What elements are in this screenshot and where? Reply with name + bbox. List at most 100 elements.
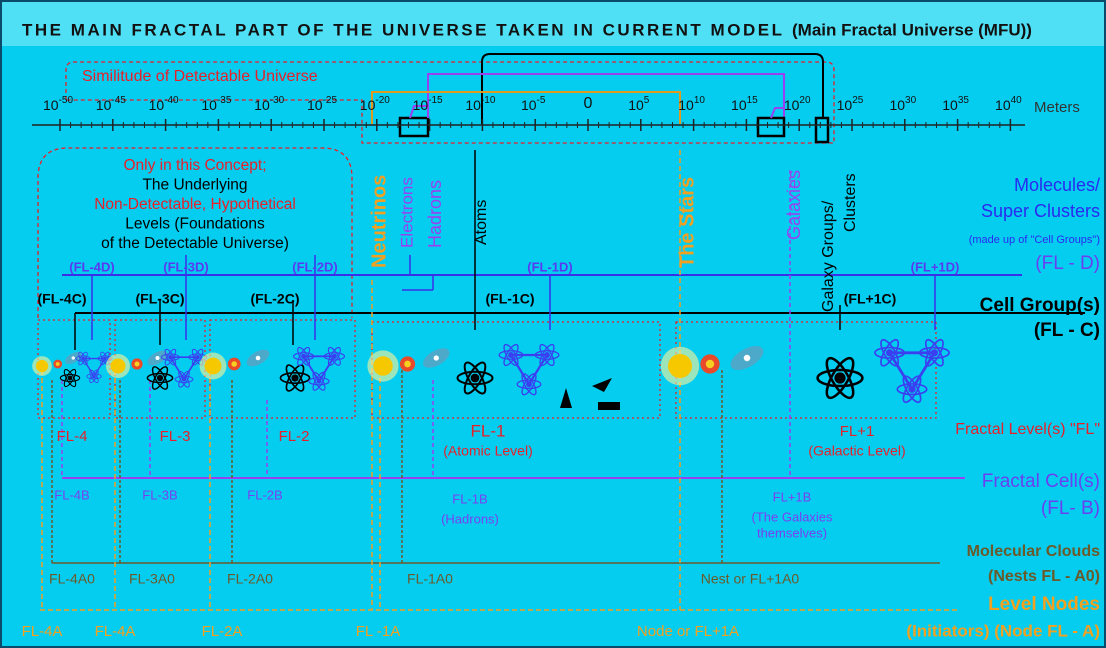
level-c-label: (FL-1C) — [486, 291, 535, 307]
atom-nucleus — [526, 381, 532, 387]
legend-label: (FL - C) — [1034, 320, 1100, 341]
level-d-label: (FL-3D) — [163, 259, 209, 274]
atom-nucleus — [168, 355, 172, 359]
tick-exponent: 5 — [644, 95, 650, 106]
tick-exponent: 10 — [694, 95, 706, 106]
galaxy-core — [156, 356, 160, 360]
legend-label: Fractal Cell(s) — [982, 471, 1100, 492]
title-note: (Main Fractal Universe (MFU)) — [792, 20, 1032, 39]
tick-base: 10 — [254, 97, 270, 113]
marker-label: The Stars — [676, 177, 698, 268]
level-a0-label: FL-3A0 — [129, 571, 175, 587]
atom-nucleus — [92, 375, 96, 379]
tick-base: 10 — [96, 97, 112, 113]
legend-label: Cell Group(s) — [980, 295, 1100, 316]
tick-exponent: 40 — [1011, 95, 1023, 106]
star-icon — [205, 358, 222, 375]
atom-nucleus — [103, 357, 107, 361]
level-b-note: (The Galaxies — [752, 509, 833, 524]
star-icon — [111, 359, 126, 374]
level-fl-note: (Galactic Level) — [808, 443, 905, 459]
level-fl-label: FL-3 — [160, 428, 191, 445]
tick-exponent: -15 — [428, 95, 443, 106]
tick-base: 10 — [201, 97, 217, 113]
atom-nucleus — [182, 377, 186, 381]
diagram: THE MAIN FRACTAL PART OF THE UNIVERSE TA… — [0, 0, 1106, 648]
nebula-core — [135, 362, 140, 367]
tick-base: 10 — [465, 97, 481, 113]
galaxy-core — [434, 355, 439, 360]
legend-label: Fractal Level(s) "FL" — [955, 421, 1100, 438]
title: THE MAIN FRACTAL PART OF THE UNIVERSE TA… — [22, 20, 782, 39]
marker-label: Galaxies — [784, 170, 804, 240]
level-fl-label: FL+1 — [840, 423, 875, 440]
tick-exponent: -20 — [375, 95, 390, 106]
nebula-core — [231, 361, 237, 367]
atom-nucleus — [332, 354, 337, 359]
level-d-label: (FL-2D) — [292, 259, 338, 274]
atom-nucleus — [316, 379, 321, 384]
tick-exponent: -50 — [59, 95, 74, 106]
tick-exponent: -30 — [270, 95, 285, 106]
clusters-label: Clusters — [842, 173, 859, 232]
tick-exponent: 20 — [799, 95, 811, 106]
atom-nucleus — [81, 357, 85, 361]
galaxy-core — [72, 356, 75, 359]
concept-line: Levels (Foundations — [125, 216, 265, 233]
level-a-label: FL-2A — [202, 623, 243, 640]
concept-line: Only in this Concept; — [123, 157, 266, 174]
nebula-core — [404, 361, 411, 368]
level-b-label: FL-3B — [142, 487, 177, 502]
marker-label: Atoms — [473, 200, 490, 245]
level-b-label: FL+1B — [773, 489, 812, 504]
legend-label: (FL- B) — [1041, 498, 1100, 519]
atom-nucleus — [508, 352, 514, 358]
level-c-label: (FL+1C) — [844, 291, 897, 307]
atom-nucleus — [291, 374, 298, 381]
level-fl-label: FL-4 — [57, 428, 88, 445]
tick-base: 10 — [521, 97, 537, 113]
scale-unit: Meters — [1034, 99, 1080, 116]
concept-line: The Underlying — [142, 177, 247, 194]
marker-label: Hadrons — [425, 180, 445, 248]
level-b-note: themselves) — [757, 525, 827, 540]
level-b-label: FL-4B — [54, 487, 89, 502]
tick-exponent: -35 — [217, 95, 232, 106]
tick-exponent: 35 — [958, 95, 970, 106]
level-a0-label: FL-4A0 — [49, 571, 95, 587]
tick-base: 10 — [942, 97, 958, 113]
level-b-label: FL-2B — [247, 487, 282, 502]
tick-base: 10 — [43, 97, 59, 113]
tick-exponent: -45 — [111, 95, 126, 106]
tick-base: 10 — [678, 97, 694, 113]
legend-label: (Nests FL - A0) — [988, 568, 1100, 585]
concept-line: of the Detectable Universe) — [101, 235, 289, 252]
atom-nucleus — [471, 374, 480, 383]
legend-label: (FL - D) — [1035, 253, 1100, 274]
tick-exponent: 25 — [852, 95, 864, 106]
level-a-label: FL-4A — [22, 623, 63, 640]
tick-exponent: 15 — [747, 95, 759, 106]
tick-base: 10 — [837, 97, 853, 113]
concept-line: Non-Detectable, Hypothetical — [94, 196, 296, 213]
legend-label: Molecular Clouds — [967, 543, 1100, 560]
atom-nucleus — [908, 386, 915, 393]
level-a-label: FL -1A — [356, 623, 400, 640]
level-a0-label: FL-2A0 — [227, 571, 273, 587]
level-d-label: (FL-4D) — [69, 259, 115, 274]
tick-base: 10 — [307, 97, 323, 113]
level-fl-label: FL-2 — [279, 428, 310, 445]
level-d-label: (FL+1D) — [911, 259, 960, 274]
atom-nucleus — [68, 376, 73, 381]
level-a0-label: FL-1A0 — [407, 571, 453, 587]
tick-exponent: -40 — [164, 95, 179, 106]
level-fl-note: (Atomic Level) — [443, 443, 532, 459]
tick-base: 10 — [731, 97, 747, 113]
level-a0-label: Nest or FL+1A0 — [701, 571, 800, 587]
tick-base: 10 — [413, 97, 429, 113]
level-b-note: (Hadrons) — [441, 511, 499, 526]
level-c-label: (FL-2C) — [251, 291, 300, 307]
atom-nucleus — [931, 349, 938, 356]
tick-base: 10 — [784, 97, 800, 113]
star-icon — [668, 354, 692, 378]
